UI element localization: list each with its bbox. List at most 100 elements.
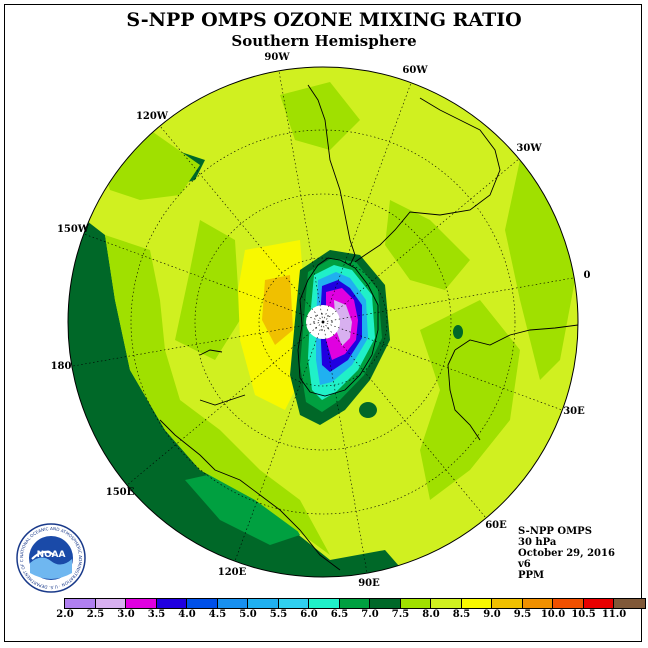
field-green-belt-west <box>105 235 330 555</box>
noaa-logo: NATIONAL OCEANIC AND ATMOSPHERIC ADMINIS… <box>16 523 86 593</box>
colorbar-swatch <box>309 599 340 608</box>
latitude-circle-1 <box>258 257 388 387</box>
colorbar <box>64 598 646 609</box>
lon-label-90w: 90W <box>264 52 290 63</box>
info-instrument: S-NPP OMPS <box>518 526 592 537</box>
colorbar-tick-label: 8.0 <box>422 609 440 620</box>
metadata-block: S-NPP OMPS 30 hPa October 29, 2016 v6 PP… <box>518 526 615 581</box>
lon-label-150e: 150E <box>106 487 135 498</box>
meridian-60w <box>322 82 412 323</box>
lon-label-120w: 120W <box>136 111 169 122</box>
colorbar-swatch <box>431 599 462 608</box>
field-green-patch-w <box>175 220 240 360</box>
colorbar-swatch <box>583 599 614 608</box>
colorbar-tick-label: 6.5 <box>330 609 349 620</box>
info-date: October 29, 2016 <box>518 548 615 559</box>
colorbar-swatch <box>156 599 187 608</box>
colorbar-tick-label: 5.5 <box>269 609 288 620</box>
colorbar-tick-label: 8.5 <box>452 609 471 620</box>
colorbar-tick-label: 4.5 <box>208 609 227 620</box>
colorbar-tick-label: 4.0 <box>178 609 196 620</box>
coastline-africa <box>447 349 481 441</box>
lon-label-30w: 30W <box>516 143 542 154</box>
lon-label-0: 0 <box>584 270 591 281</box>
colorbar-tick-label: 7.0 <box>361 609 379 620</box>
colorbar-tick-label: 2.5 <box>86 609 105 620</box>
colorbar-tick-label: 2.0 <box>56 609 74 620</box>
coastline-africa-south <box>454 324 578 351</box>
meridian-90w <box>278 70 324 323</box>
meridian-30w <box>322 157 521 323</box>
colorbar-swatch <box>126 599 157 608</box>
info-units: PPM <box>518 570 545 581</box>
colorbar-swatch <box>278 599 309 608</box>
colorbar-swatch <box>187 599 218 608</box>
lon-label-30e: 30E <box>563 406 585 417</box>
coastlines <box>159 84 578 571</box>
colorbar-tick-label: 10.5 <box>571 609 596 620</box>
colorbar-tick-label: 11.0 <box>601 609 627 620</box>
colorbar-swatch <box>522 599 553 608</box>
field-green-patch-north <box>280 82 360 150</box>
colorbar-swatch <box>217 599 248 608</box>
field-orange-max <box>262 275 293 345</box>
meridian-150w <box>83 233 324 323</box>
colorbar-tick-label: 9.5 <box>513 609 532 620</box>
field-green-patch-ne <box>385 200 470 290</box>
field-dark-green-spot-2 <box>453 325 463 339</box>
meridian-120w <box>159 125 324 323</box>
coastline-new-zealand <box>199 349 223 356</box>
colorbar-tick-label: 3.0 <box>117 609 135 620</box>
vortex-lilac-core <box>334 300 352 346</box>
coastline-south-america <box>307 84 356 266</box>
meridian-90e <box>322 321 368 574</box>
image-frame <box>4 4 642 642</box>
coastline-australia <box>159 419 341 571</box>
noaa-logo-text: NOAA <box>37 550 66 560</box>
meridian-120e <box>234 321 324 562</box>
map-title: S-NPP OMPS OZONE MIXING RATIO <box>126 9 522 31</box>
coastline-antarctica <box>297 257 379 397</box>
colorbar-tick-label: 7.5 <box>391 609 410 620</box>
field-green-patch-se <box>420 300 520 500</box>
field-mid-green-area <box>185 470 300 545</box>
field-dark-green-spot-1 <box>359 402 377 418</box>
meridian-60e <box>322 321 487 519</box>
coastline-south-coast <box>199 394 246 406</box>
colorbar-swatch <box>248 599 279 608</box>
colorbar-swatch <box>553 599 584 608</box>
colorbar-swatch <box>339 599 370 608</box>
info-level: 30 hPa <box>518 537 557 548</box>
colorbar-tick-label: 9.0 <box>483 609 501 620</box>
colorbar-swatch <box>492 599 523 608</box>
map-subtitle: Southern Hemisphere <box>231 32 417 50</box>
latitude-circle-3 <box>130 129 516 515</box>
info-version: v6 <box>518 559 531 570</box>
colorbar-labels: 2.0 2.5 3.0 3.5 4.0 4.5 5.0 5.5 6.0 6.5 7.0 7.5 8.0 8… <box>0 609 648 623</box>
graticule <box>72 70 574 574</box>
colorbar-swatch <box>400 599 431 608</box>
map-disc-outline <box>67 66 579 578</box>
meridian-30e <box>322 321 563 411</box>
colorbar-tick-label: 6.0 <box>300 609 318 620</box>
colorbar-swatch <box>614 599 645 608</box>
latitude-circle-2 <box>194 193 452 451</box>
field-dark-green-band <box>68 200 420 577</box>
colorbar-swatch <box>95 599 126 608</box>
colorbar-swatch <box>65 599 96 608</box>
colorbar-tick-label: 3.5 <box>147 609 166 620</box>
coastline-south-america-east <box>354 97 501 263</box>
lon-label-90e: 90E <box>358 578 380 589</box>
lon-label-150w: 150W <box>57 224 90 235</box>
colorbar-swatch <box>461 599 492 608</box>
lon-label-60w: 60W <box>402 65 428 76</box>
colorbar-tick-label: 10.0 <box>540 609 566 620</box>
colorbar-swatch <box>370 599 401 608</box>
lon-label-120e: 120E <box>218 567 247 578</box>
lon-label-180: 180 <box>51 361 72 372</box>
colorbar-tick-label: 5.0 <box>239 609 257 620</box>
lon-label-60e: 60E <box>485 520 507 531</box>
meridian-150e <box>125 321 324 487</box>
